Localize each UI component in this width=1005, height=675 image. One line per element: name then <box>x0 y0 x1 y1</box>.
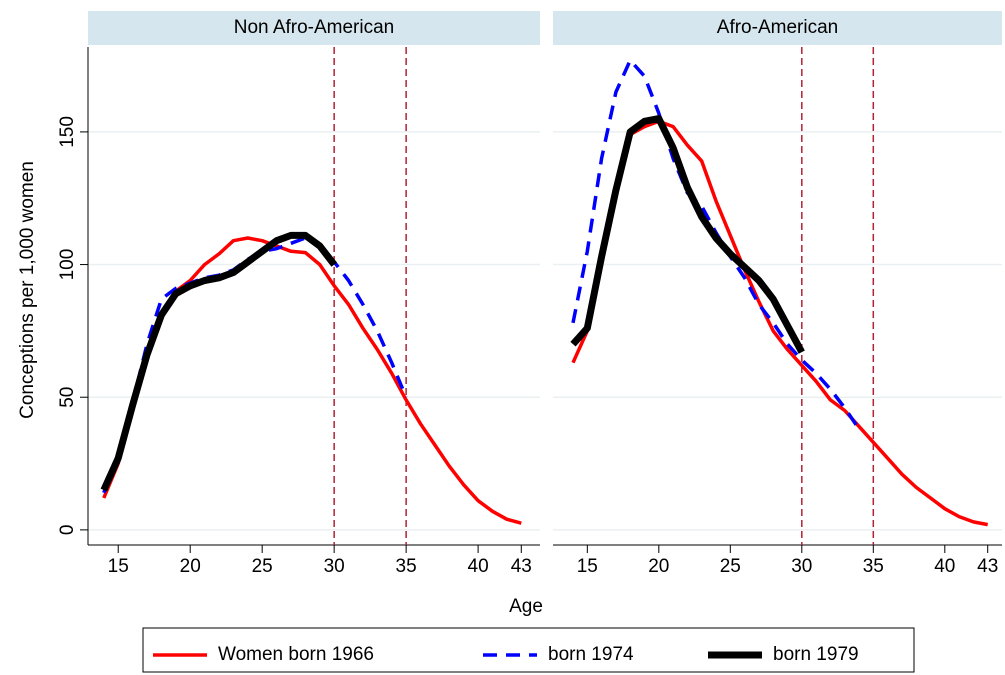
x-tick-label: 30 <box>791 556 812 577</box>
x-tick-label: 35 <box>863 556 884 577</box>
panel-strip <box>553 11 1002 45</box>
x-tick-label: 25 <box>252 556 273 577</box>
x-tick-label: 43 <box>977 556 998 577</box>
x-tick-label: 15 <box>577 556 598 577</box>
x-tick-label: 35 <box>396 556 417 577</box>
x-tick-label: 20 <box>180 556 201 577</box>
series-line <box>570 115 805 354</box>
legend-box <box>142 627 915 673</box>
legend-label: born 1974 <box>548 644 634 665</box>
series-line <box>571 119 989 527</box>
x-tick-label: 15 <box>108 556 129 577</box>
y-tick-label: 0 <box>57 525 78 536</box>
x-axis-label: Age <box>509 596 543 617</box>
y-tick-label: 50 <box>57 387 78 408</box>
x-tick-label: 25 <box>720 556 741 577</box>
y-tick-label: 100 <box>57 249 78 281</box>
x-tick-label: 43 <box>511 556 532 577</box>
x-tick-label: 30 <box>324 556 345 577</box>
panel-strip <box>88 11 540 45</box>
legend-label: Women born 1966 <box>218 644 374 665</box>
legend-label: born 1979 <box>773 644 859 665</box>
y-tick-label: 150 <box>57 116 78 148</box>
x-tick-label: 20 <box>648 556 669 577</box>
y-axis-label: Conceptions per 1,000 women <box>17 161 38 419</box>
x-tick-label: 40 <box>934 556 955 577</box>
series-line <box>100 231 337 492</box>
x-tick-label: 40 <box>468 556 489 577</box>
panel-title: Afro-American <box>717 17 838 38</box>
panel-title: Non Afro-American <box>234 17 395 38</box>
